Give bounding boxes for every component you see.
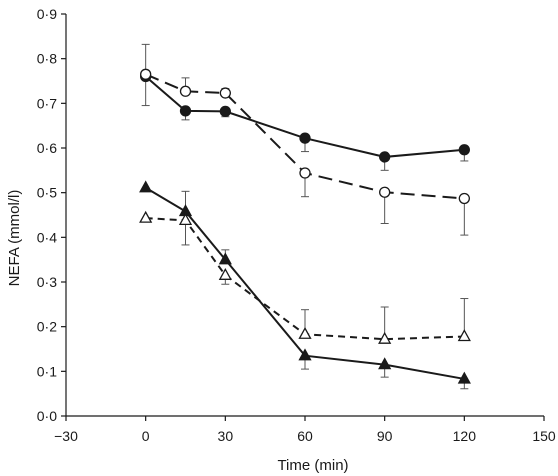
y-tick-label: 0·1: [37, 363, 57, 379]
data-point: [378, 331, 392, 344]
data-point: [457, 371, 471, 384]
y-tick-label: 0·5: [37, 185, 57, 201]
y-tick-label: 0·8: [37, 51, 57, 67]
y-tick-label: 0·9: [37, 6, 57, 22]
data-point: [457, 329, 471, 342]
data-point: [378, 357, 392, 370]
y-tick-label: 0·7: [37, 95, 57, 111]
data-point: [179, 85, 192, 97]
y-tick-label: 0·4: [37, 229, 57, 245]
data-point: [179, 105, 192, 117]
data-series: [139, 43, 471, 390]
series-filled-triangle: [139, 180, 471, 390]
x-tick-label: 90: [377, 428, 393, 444]
data-point: [139, 210, 153, 223]
series-line: [145, 217, 465, 341]
x-tick-label: −30: [54, 428, 78, 444]
series-line: [145, 75, 465, 158]
series-open-triangle: [139, 210, 471, 344]
data-point: [458, 144, 470, 156]
axis-ticks: 0·0 0·1 0·2 0·3 0·4 0·5 0·6 0·7 0·8 0·9 −30 0 30 60 90…: [37, 6, 556, 444]
data-point: [299, 132, 311, 144]
y-tick-label: 0·2: [37, 319, 57, 335]
x-tick-label: 120: [453, 428, 477, 444]
x-tick-label: 60: [297, 428, 313, 444]
data-point: [298, 348, 312, 361]
series-line: [145, 73, 465, 200]
data-point: [219, 105, 231, 118]
series-filled-circle: [140, 70, 470, 171]
y-tick-label: 0·3: [37, 274, 57, 290]
data-point: [458, 192, 470, 205]
data-point: [298, 326, 312, 339]
y-axis-title: NEFA (mmol/l): [6, 190, 23, 287]
x-tick-label: 30: [218, 428, 234, 444]
x-tick-label: 0: [142, 428, 150, 444]
data-point: [379, 151, 391, 163]
data-point: [218, 267, 232, 280]
data-point: [140, 68, 152, 80]
x-axis-title: Time (min): [277, 457, 348, 474]
data-point: [178, 213, 193, 226]
series-open-circle: [140, 43, 470, 236]
y-tick-label: 0·6: [37, 140, 57, 156]
data-point: [219, 87, 231, 99]
series-line: [145, 186, 465, 380]
data-point: [379, 186, 391, 198]
data-point: [218, 252, 232, 265]
data-point: [299, 167, 311, 179]
data-point: [139, 180, 153, 193]
y-tick-label: 0·0: [37, 408, 57, 424]
x-tick-label: 150: [532, 428, 556, 444]
